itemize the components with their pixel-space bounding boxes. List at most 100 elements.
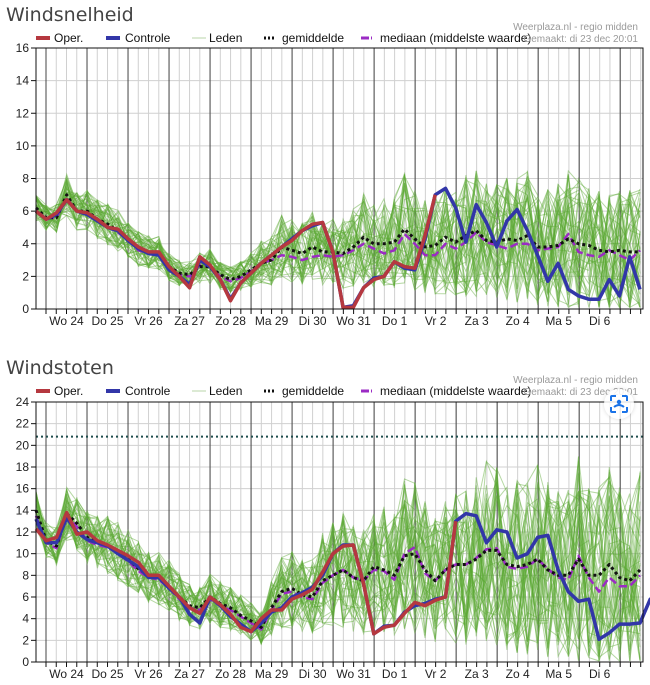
leden-line — [35, 184, 641, 309]
x-tick-label: Wo 31 — [336, 314, 371, 328]
leden-line — [35, 483, 641, 662]
legend: Oper. Controle Leden gemiddelde mediaan (mid… — [36, 31, 531, 45]
leden-line — [35, 176, 641, 296]
leden-line — [35, 456, 641, 642]
x-tick-label: Ma 29 — [255, 314, 289, 328]
leden-line — [35, 484, 641, 660]
x-tick-label: Zo 4 — [506, 667, 530, 681]
leden-line — [35, 459, 641, 656]
y-tick-label: 6 — [22, 204, 29, 218]
y-tick-label: 8 — [22, 172, 29, 186]
leden-line — [35, 460, 641, 656]
legend-label-leden: Leden — [209, 31, 242, 45]
leden-line — [35, 186, 641, 305]
y-tick-label: 0 — [22, 655, 29, 669]
leden-line — [35, 176, 641, 299]
y-tick-label: 6 — [22, 590, 29, 604]
x-tick-label: Za 27 — [174, 667, 205, 681]
y-tick-label: 20 — [16, 438, 30, 452]
leden-line — [35, 182, 641, 308]
legend-label-controle: Controle — [125, 31, 171, 45]
leden-line — [35, 478, 641, 654]
leden-line — [35, 190, 641, 307]
legend-label-leden: Leden — [209, 384, 242, 398]
x-tick-label: Zo 28 — [215, 314, 246, 328]
x-tick-label: Do 1 — [382, 667, 408, 681]
leden-line — [35, 170, 641, 308]
lens-scan-icon — [610, 395, 628, 413]
leden-line — [35, 491, 641, 663]
leden-line — [35, 175, 641, 303]
y-tick-label: 12 — [16, 525, 30, 539]
x-tick-label: Wo 24 — [49, 314, 84, 328]
leden-line — [35, 461, 641, 646]
leden-line — [35, 188, 641, 302]
y-tick-label: 8 — [22, 568, 29, 582]
leden-line — [35, 474, 641, 659]
x-tick-label: Di 30 — [299, 667, 327, 681]
leden-line — [35, 178, 641, 308]
y-tick-label: 2 — [22, 269, 29, 283]
legend-label-oper: Oper. — [54, 384, 83, 398]
chart-title-windsnelheid: Windsnelheid — [6, 4, 134, 26]
leden-line — [35, 191, 641, 296]
x-tick-label: Vr 2 — [425, 667, 447, 681]
y-tick-label: 22 — [16, 417, 30, 431]
leden-line — [35, 476, 641, 646]
y-tick-label: 4 — [22, 237, 29, 251]
x-tick-label: Ma 29 — [255, 667, 289, 681]
x-tick-label: Di 30 — [299, 314, 327, 328]
y-tick-label: 16 — [16, 482, 30, 496]
leden-line — [35, 485, 641, 660]
x-tick-label: Ma 5 — [545, 667, 572, 681]
x-tick-label: Zo 4 — [506, 314, 530, 328]
legend-label-oper: Oper. — [54, 31, 83, 45]
leden-line — [35, 483, 641, 653]
leden-line — [35, 481, 641, 662]
leden-line — [35, 466, 641, 656]
lens-button[interactable] — [604, 389, 634, 419]
x-tick-label: Za 3 — [465, 667, 489, 681]
x-tick-label: Za 3 — [465, 314, 489, 328]
y-tick-label: 0 — [22, 302, 29, 316]
leden-line — [35, 484, 641, 644]
leden-line — [35, 477, 641, 661]
leden-line — [35, 482, 641, 661]
x-tick-label: Di 6 — [589, 667, 611, 681]
leden-line — [35, 485, 641, 643]
gemiddelde-line — [34, 509, 642, 629]
credit-timestamp: Gemaakt: di 23 dec 20:01 — [523, 34, 638, 45]
x-tick-label: Do 1 — [382, 314, 408, 328]
y-tick-label: 24 — [16, 395, 30, 409]
leden-line — [35, 491, 641, 649]
y-tick-label: 10 — [16, 547, 30, 561]
leden-line — [35, 473, 641, 657]
leden-line — [35, 471, 641, 652]
y-tick-label: 2 — [22, 633, 29, 647]
oper-line — [34, 194, 437, 310]
x-tick-label: Zo 28 — [215, 667, 246, 681]
leden-line — [35, 472, 641, 637]
leden-line — [35, 490, 641, 661]
x-tick-label: Wo 24 — [49, 667, 84, 681]
leden-line — [35, 489, 641, 659]
leden-line — [35, 465, 641, 646]
y-tick-label: 12 — [16, 106, 30, 120]
leden-line — [35, 465, 641, 650]
leden-line — [35, 483, 641, 654]
credit-source: Weerplaza.nl - regio midden — [513, 22, 638, 33]
leden-line — [35, 186, 641, 307]
x-tick-label: Do 25 — [92, 314, 124, 328]
grid — [36, 401, 643, 663]
x-tick-label: Wo 31 — [336, 667, 371, 681]
legend-label-controle: Controle — [125, 384, 171, 398]
y-tick-label: 14 — [16, 503, 30, 517]
leden-line — [35, 480, 641, 641]
x-tick-label: Do 25 — [92, 667, 124, 681]
legend-label-gemiddelde: gemiddelde — [282, 384, 344, 398]
leden-line — [35, 181, 641, 310]
x-tick-label: Vr 26 — [134, 314, 163, 328]
credit-source: Weerplaza.nl - regio midden — [513, 375, 638, 386]
leden-line — [35, 192, 641, 309]
